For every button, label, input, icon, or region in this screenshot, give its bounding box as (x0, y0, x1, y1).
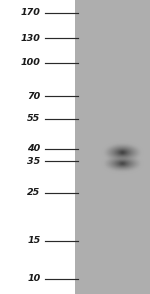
Text: 35: 35 (27, 157, 40, 166)
Text: 10: 10 (27, 274, 40, 283)
Bar (0, 0, 75, 294)
Text: 100: 100 (21, 58, 40, 67)
Text: 130: 130 (21, 34, 40, 43)
Text: 70: 70 (27, 92, 40, 101)
Text: 40: 40 (27, 144, 40, 153)
Text: 170: 170 (21, 8, 40, 17)
Text: 15: 15 (27, 236, 40, 245)
Text: 55: 55 (27, 114, 40, 123)
Text: 25: 25 (27, 188, 40, 197)
